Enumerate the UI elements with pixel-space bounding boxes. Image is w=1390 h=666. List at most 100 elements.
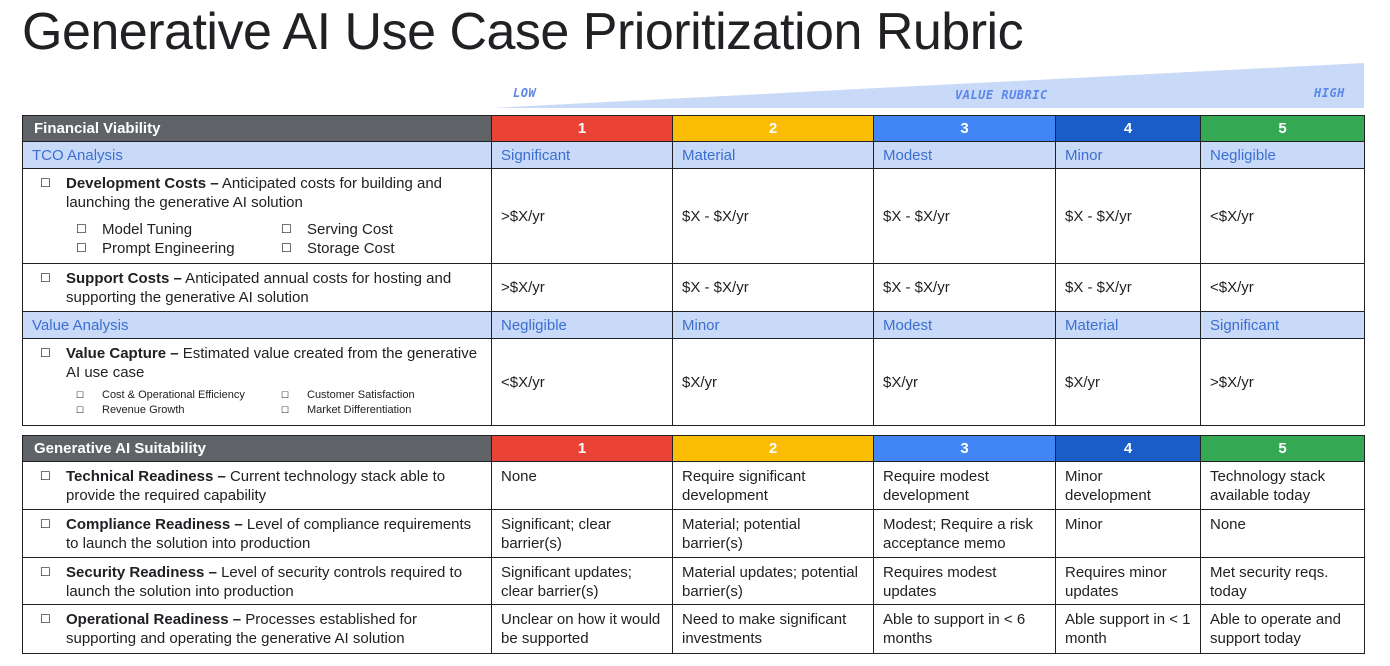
technical-value-3: Require modest development xyxy=(873,461,1056,510)
operational-value-3: Able to support in < 6 months xyxy=(873,604,1056,654)
value-capture-row: ☐ Value Capture – Estimated value create… xyxy=(22,338,1365,426)
checkbox-icon[interactable]: ☐ xyxy=(281,222,292,236)
option-item[interactable]: ☐ Serving Cost xyxy=(281,220,486,239)
option-item[interactable]: ☐ Market Differentiation xyxy=(281,403,486,418)
value-capture-value-3: $X/yr xyxy=(873,338,1056,426)
value-level-4: Material xyxy=(1055,311,1201,339)
criterion-name: Development Costs – xyxy=(66,175,219,192)
score-3-header: 3 xyxy=(873,115,1056,142)
option-item[interactable]: ☐ Model Tuning xyxy=(76,220,281,239)
criterion-description: Anticipated costs for building and launc… xyxy=(66,175,443,211)
compliance-value-5: None xyxy=(1200,509,1365,558)
value-capture-options: ☐ Cost & Operational Efficiency ☐ Customer… xyxy=(76,388,486,418)
checkbox-icon[interactable]: ☐ xyxy=(281,390,290,400)
value-level-2: Minor xyxy=(672,311,874,339)
option-label: Model Tuning xyxy=(102,221,193,238)
support-cost-value-3: $X - $X/yr xyxy=(873,263,1056,312)
operational-value-4: Able support in < 1 month xyxy=(1055,604,1201,654)
technical-value-2: Require significant development xyxy=(672,461,874,510)
checkbox-icon[interactable]: ☐ xyxy=(76,390,85,400)
compliance-readiness-row: ☐ Compliance Readiness – Level of complia… xyxy=(22,509,1365,558)
value-level-1: Negligible xyxy=(491,311,673,339)
option-item[interactable]: ☐ Storage Cost xyxy=(281,239,486,258)
rubric-low-label: LOW xyxy=(513,86,537,100)
criterion-name: Operational Readiness – xyxy=(66,611,242,628)
criterion-description: Current technology stack able to provide… xyxy=(66,468,446,504)
compliance-value-1: Significant; clear barrier(s) xyxy=(491,509,673,558)
value-rubric-wedge xyxy=(491,63,1364,108)
checkbox-icon[interactable]: ☐ xyxy=(40,517,51,531)
option-label: Storage Cost xyxy=(307,240,395,257)
value-capture-value-4: $X/yr xyxy=(1055,338,1201,426)
score-4-header: 4 xyxy=(1055,435,1201,462)
tco-analysis-label: TCO Analysis xyxy=(22,141,492,169)
score-2-header: 2 xyxy=(672,435,874,462)
suitability-header-row: Generative AI Suitability 1 2 3 4 5 xyxy=(22,435,1365,462)
security-readiness-criterion: ☐ Security Readiness – Level of security … xyxy=(22,557,492,605)
score-4-header: 4 xyxy=(1055,115,1201,142)
tco-level-3: Modest xyxy=(873,141,1056,169)
criterion-name: Value Capture – xyxy=(66,345,179,362)
development-costs-criterion: ☐ Development Costs – Anticipated costs … xyxy=(22,168,492,264)
tco-level-4: Minor xyxy=(1055,141,1201,169)
security-readiness-row: ☐ Security Readiness – Level of security … xyxy=(22,557,1365,605)
criterion-name: Security Readiness – xyxy=(66,564,217,581)
checkbox-icon[interactable]: ☐ xyxy=(76,405,85,415)
checkbox-icon[interactable]: ☐ xyxy=(40,176,51,190)
security-value-1: Significant updates; clear barrier(s) xyxy=(491,557,673,605)
value-analysis-row: Value Analysis Negligible Minor Modest M… xyxy=(22,311,1365,339)
checkbox-icon[interactable]: ☐ xyxy=(40,346,51,360)
checkbox-icon[interactable]: ☐ xyxy=(40,612,51,626)
compliance-readiness-criterion: ☐ Compliance Readiness – Level of complia… xyxy=(22,509,492,558)
value-analysis-label: Value Analysis xyxy=(22,311,492,339)
security-value-5: Met security reqs. today xyxy=(1200,557,1365,605)
checkbox-icon[interactable]: ☐ xyxy=(281,241,292,255)
dev-cost-value-4: $X - $X/yr xyxy=(1055,168,1201,264)
ai-suitability-header: Generative AI Suitability xyxy=(22,435,492,462)
development-costs-row: ☐ Development Costs – Anticipated costs … xyxy=(22,168,1365,264)
option-item[interactable]: ☐ Customer Satisfaction xyxy=(281,388,486,403)
value-level-5: Significant xyxy=(1200,311,1365,339)
support-cost-value-4: $X - $X/yr xyxy=(1055,263,1201,312)
technical-value-4: Minor development xyxy=(1055,461,1201,510)
option-label: Revenue Growth xyxy=(102,404,185,416)
checkbox-icon[interactable]: ☐ xyxy=(40,469,51,483)
ai-suitability-table: Generative AI Suitability 1 2 3 4 5 ☐ Tec… xyxy=(22,435,1365,654)
option-item[interactable]: ☐ Prompt Engineering xyxy=(76,239,281,258)
tco-level-1: Significant xyxy=(491,141,673,169)
compliance-value-4: Minor xyxy=(1055,509,1201,558)
option-item[interactable]: ☐ Cost & Operational Efficiency xyxy=(76,388,281,403)
operational-readiness-criterion: ☐ Operational Readiness – Processes estab… xyxy=(22,604,492,654)
compliance-value-2: Material; potential barrier(s) xyxy=(672,509,874,558)
technical-value-1: None xyxy=(491,461,673,510)
checkbox-icon[interactable]: ☐ xyxy=(40,565,51,579)
technical-readiness-criterion: ☐ Technical Readiness – Current technolog… xyxy=(22,461,492,510)
checkbox-icon[interactable]: ☐ xyxy=(76,241,87,255)
rubric-high-label: HIGH xyxy=(1314,86,1345,100)
technical-readiness-row: ☐ Technical Readiness – Current technolog… xyxy=(22,461,1365,510)
development-cost-options: ☐ Model Tuning ☐ Serving Cost ☐ Prompt Engi… xyxy=(76,220,486,258)
criterion-description: Level of compliance requirements to laun… xyxy=(66,516,472,552)
criterion-name: Support Costs – xyxy=(66,270,182,287)
rubric-title-label: VALUE RUBRIC xyxy=(955,88,1048,102)
support-cost-value-1: >$X/yr xyxy=(491,263,673,312)
tco-analysis-row: TCO Analysis Significant Material Modest… xyxy=(22,141,1365,169)
criterion-description: Processes established for supporting and… xyxy=(66,611,417,647)
checkbox-icon[interactable]: ☐ xyxy=(76,222,87,236)
score-2-header: 2 xyxy=(672,115,874,142)
technical-value-5: Technology stack available today xyxy=(1200,461,1365,510)
security-value-3: Requires modest updates xyxy=(873,557,1056,605)
tco-level-5: Negligible xyxy=(1200,141,1365,169)
checkbox-icon[interactable]: ☐ xyxy=(281,405,290,415)
option-item[interactable]: ☐ Revenue Growth xyxy=(76,403,281,418)
option-label: Cost & Operational Efficiency xyxy=(102,389,245,401)
support-costs-criterion: ☐ Support Costs – Anticipated annual cos… xyxy=(22,263,492,312)
score-1-header: 1 xyxy=(491,435,673,462)
financial-viability-table: Financial Viability 1 2 3 4 5 TCO Analys… xyxy=(22,115,1365,426)
page-title: Generative AI Use Case Prioritization Ru… xyxy=(22,3,1024,61)
dev-cost-value-3: $X - $X/yr xyxy=(873,168,1056,264)
operational-value-1: Unclear on how it would be supported xyxy=(491,604,673,654)
value-capture-value-5: >$X/yr xyxy=(1200,338,1365,426)
value-capture-criterion: ☐ Value Capture – Estimated value create… xyxy=(22,338,492,426)
checkbox-icon[interactable]: ☐ xyxy=(40,271,51,285)
